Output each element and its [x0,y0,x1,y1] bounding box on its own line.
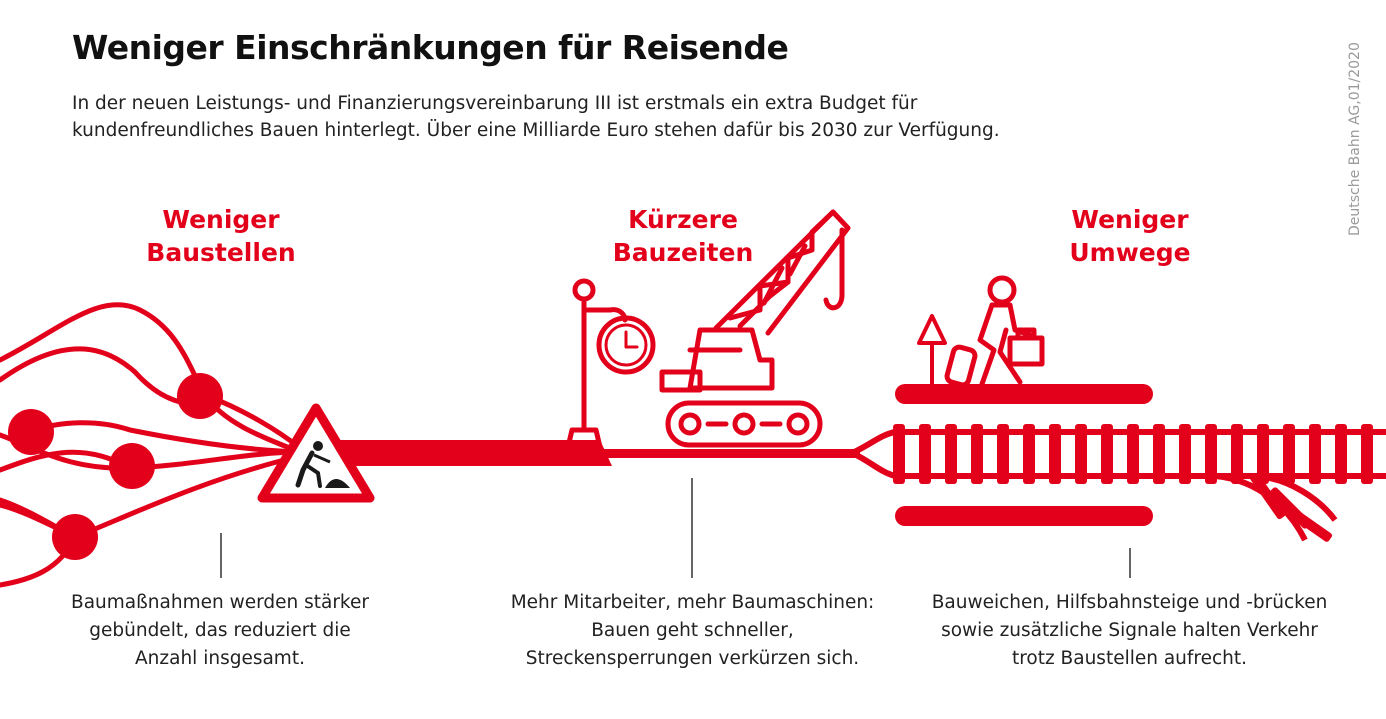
caption-line: sowie zusätzliche Signale halten Verkehr [941,620,1318,641]
main-track-bar [330,440,590,466]
heading-line-1: Kürzere [628,205,738,234]
heading-line-1: Weniger [1071,205,1189,234]
heading-line-2: Baustellen [146,238,296,267]
network-node [109,443,155,489]
signal-arrow-icon [917,314,947,390]
heading-line-1: Weniger [162,205,280,234]
caption-line: Mehr Mitarbeiter, mehr Baumaschinen: [510,592,875,613]
network-nodes [8,373,223,560]
caption-weniger-umwege: Bauweichen, Hilfsbahnsteige und -brücken… [902,589,1357,673]
platform-upper [895,384,1153,404]
construction-warning-sign-icon [257,403,375,503]
network-node [52,514,98,560]
caption-kuerzere-bauzeiten: Mehr Mitarbeiter, mehr Baumaschinen: Bau… [470,589,915,673]
caption-line: Baumaßnahmen werden stärker [71,592,369,613]
page-title: Weniger Einschränkungen für Reisende [72,28,789,67]
caption-line: trotz Baustellen aufrecht. [1011,648,1248,669]
platform-lower [895,506,1153,526]
thin-track-line [590,449,860,458]
network-node [8,409,54,455]
traveler-with-luggage-icon [944,275,1045,388]
caption-line: Anzahl insgesamt. [135,648,305,669]
heading-line-2: Umwege [1069,238,1191,267]
station-clock-icon [565,278,656,450]
caption-weniger-baustellen: Baumaßnahmen werden stärker gebündelt, d… [45,589,395,673]
crawler-crane-icon [659,209,851,448]
caption-line: gebündelt, das reduziert die [89,620,351,641]
railway-track-icon [850,424,1386,542]
network-node [177,373,223,419]
heading-kuerzere-bauzeiten: Kürzere Bauzeiten [593,203,773,269]
caption-line: Bauen geht schneller, [591,620,794,641]
heading-weniger-baustellen: Weniger Baustellen [121,203,321,269]
heading-weniger-umwege: Weniger Umwege [1030,203,1230,269]
heading-line-2: Bauzeiten [612,238,754,267]
intro-text: In der neuen Leistungs- und Finanzierung… [72,93,1000,141]
caption-line: Bauweichen, Hilfsbahnsteige und -brücken [931,592,1328,613]
caption-line: Streckensperrungen verkürzen sich. [525,648,860,669]
